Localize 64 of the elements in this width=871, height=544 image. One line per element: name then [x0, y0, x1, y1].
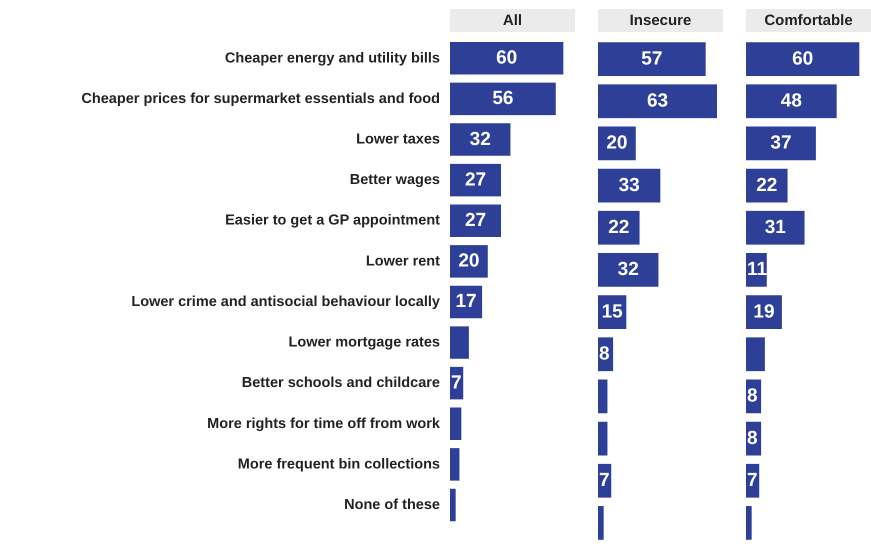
bar [450, 488, 456, 522]
data-label: 63 [646, 90, 668, 112]
data-label: 27 [464, 210, 486, 231]
bar [598, 380, 608, 414]
y-tick-label: More frequent bin collections [238, 456, 440, 472]
data-label: 32 [618, 259, 639, 280]
bar [746, 42, 860, 76]
data-label: 60 [792, 48, 814, 70]
data-label: 48 [780, 90, 802, 112]
data-label: 27 [464, 169, 486, 190]
y-tick-label: Lower rent [366, 253, 440, 270]
bar [598, 253, 658, 287]
bar [450, 82, 556, 116]
data-label: 8 [747, 386, 758, 407]
data-label: 20 [606, 132, 628, 154]
data-label: 17 [455, 291, 477, 312]
bar [746, 210, 805, 245]
data-label: 37 [770, 132, 792, 154]
data-label: 11 [747, 259, 768, 280]
data-label: 7 [747, 470, 758, 491]
data-label: 15 [602, 301, 624, 322]
y-tick-label: Better schools and childcare [242, 375, 440, 392]
bar [450, 123, 510, 156]
bar [450, 448, 460, 481]
data-label: 7 [599, 470, 610, 491]
bar [450, 42, 564, 75]
bar [746, 84, 837, 118]
bar [598, 422, 608, 456]
bar [450, 408, 462, 440]
y-tick-label: More rights for time off from work [207, 416, 441, 432]
bar [598, 84, 717, 118]
chart-title: All [450, 9, 575, 32]
bar [598, 42, 706, 76]
data-label: 56 [492, 88, 514, 110]
bar [450, 326, 469, 359]
y-tick-label: Lower taxes [356, 132, 440, 148]
y-tick-label: Better wages [350, 172, 440, 188]
bar [746, 126, 816, 160]
bar [450, 204, 501, 237]
data-label: 31 [764, 216, 786, 238]
bar [598, 168, 660, 202]
chart-title: Comfortable [746, 9, 871, 32]
y-tick-label: Easier to get a GP appointment [225, 212, 440, 229]
data-label: 60 [496, 48, 518, 69]
bar [746, 506, 752, 540]
data-label: 8 [747, 428, 758, 449]
bar [450, 164, 501, 196]
data-label: 33 [618, 174, 640, 196]
chart-title: Insecure [598, 9, 723, 32]
y-tick-label: Cheaper prices for supermarket essentials and food [81, 90, 440, 107]
bar [598, 506, 604, 540]
y-tick-label: Cheaper energy and utility bills [224, 50, 440, 66]
data-label: 32 [470, 128, 491, 150]
y-tick-label: None of these [344, 496, 440, 513]
data-label: 20 [458, 250, 480, 272]
data-label: 22 [756, 174, 778, 196]
data-label: 22 [608, 216, 630, 238]
y-tick-label: Lower mortgage rates [288, 334, 440, 351]
data-label: 57 [641, 48, 662, 70]
bar [746, 337, 765, 372]
data-label: 19 [753, 301, 775, 322]
data-label: 7 [451, 372, 462, 394]
y-tick-label: Lower crime and antisocial behaviour locally [131, 294, 440, 310]
data-label: 8 [599, 343, 610, 364]
